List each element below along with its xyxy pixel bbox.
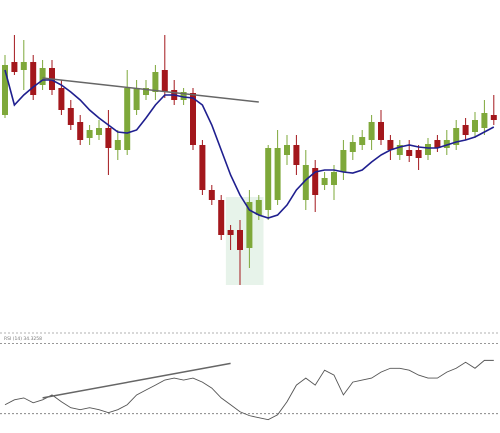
candle-body (133, 88, 140, 110)
candle-body (434, 140, 441, 148)
candle-body (312, 168, 319, 195)
candle-body (443, 140, 450, 148)
candle-body (284, 145, 290, 155)
candle-body (11, 62, 18, 72)
candle-body (472, 120, 478, 132)
candle-body (30, 62, 37, 95)
candle-body (199, 145, 206, 190)
trendline (42, 77, 259, 103)
candle-body (180, 92, 187, 100)
candle-body (274, 148, 281, 200)
candle-body (208, 190, 215, 200)
candle-body (77, 122, 84, 140)
rsi-line (4, 359, 494, 421)
candle-body (39, 68, 46, 85)
candle-body (246, 202, 253, 248)
candle-body (124, 88, 131, 150)
candle-body (425, 144, 431, 155)
candle-body (321, 178, 328, 185)
candle-body (340, 150, 347, 172)
moving-average (4, 69, 495, 219)
candle-body (265, 148, 272, 210)
candle-body (378, 122, 384, 140)
candle-body (331, 172, 337, 185)
candle-body (387, 140, 394, 150)
candle-body (67, 108, 74, 125)
candle-body (2, 65, 8, 115)
candle-body (227, 230, 234, 235)
candle-body (237, 230, 243, 250)
candle-body (143, 88, 149, 95)
candle-body (190, 93, 196, 145)
candle-body (114, 140, 121, 150)
candle-body (293, 145, 300, 165)
candle-body (453, 128, 460, 145)
candle-body (396, 145, 403, 155)
candle-body (415, 150, 422, 158)
candle-body (302, 165, 309, 200)
candle-body (152, 72, 159, 92)
candle-body (490, 115, 497, 120)
candle-body (406, 150, 413, 156)
candle-body (58, 88, 65, 110)
candle-body (481, 113, 488, 128)
candle-body (255, 200, 262, 215)
candle-body (161, 70, 168, 92)
candle-body (105, 128, 112, 148)
trendline (42, 362, 231, 399)
candle-body (359, 137, 366, 145)
candle-body (218, 200, 225, 235)
candle-body (368, 122, 375, 140)
rsi-label: RSI (14) 34.3258 (4, 336, 42, 342)
candle-body (86, 130, 93, 138)
candle-body (96, 128, 102, 135)
candle-body (20, 62, 27, 70)
candle-body (462, 125, 469, 135)
candle-body (349, 142, 356, 152)
